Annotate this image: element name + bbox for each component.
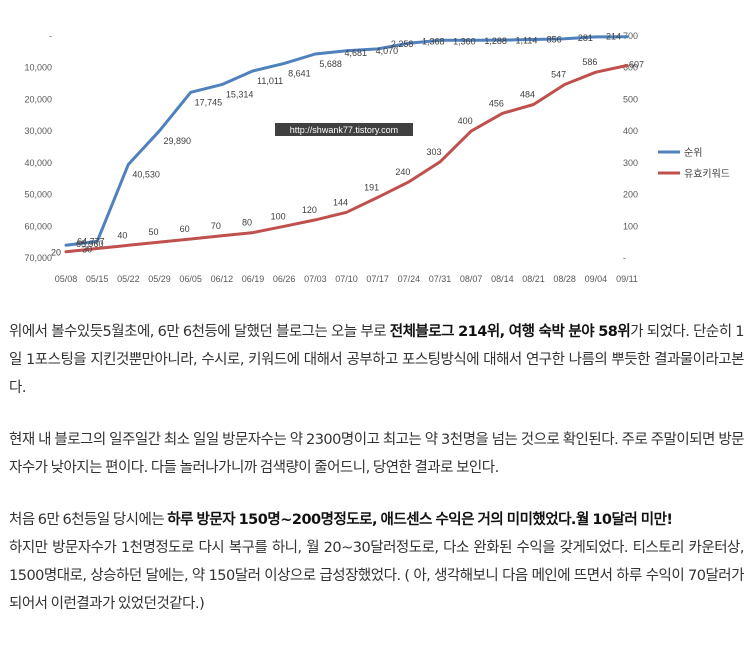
left-tick-label: 70,000	[24, 253, 52, 263]
data-label: 400	[458, 116, 473, 126]
series-line-keywords	[64, 64, 629, 254]
x-tick-label: 06/26	[273, 274, 296, 284]
highlight-rank: 전체블로그 214위, 여행 숙박 분야 58위	[389, 324, 631, 340]
x-tick-label: 08/28	[553, 274, 576, 284]
x-tick-label: 05/22	[117, 274, 140, 284]
data-label: 65,960	[76, 239, 104, 249]
right-tick-label: 100	[623, 221, 638, 231]
data-label: 120	[302, 205, 317, 215]
paragraph-later-revenue: 하지만 방문자수가 1천명정도로 다시 복구를 하니, 월 20~30달러정도로…	[9, 540, 745, 612]
article-body: 위에서 볼수있듯5월초에, 6만 6천등에 달했던 블로그는 오늘 부로 전체블…	[9, 318, 745, 618]
paragraph-rank-summary: 위에서 볼수있듯5월초에, 6만 6천등에 달했던 블로그는 오늘 부로 전체블…	[9, 318, 745, 402]
data-label: 29,890	[164, 136, 192, 146]
x-tick-label: 06/05	[179, 274, 202, 284]
data-label: 1,368	[422, 36, 445, 46]
highlight-revenue: 하루 방문자 150명~200명정도로, 애드센스 수익은 거의 미미했었다.월…	[167, 512, 673, 528]
data-label: 60	[180, 224, 190, 234]
paragraph-text: 처음 6만 6천등일 당시에는	[9, 512, 168, 528]
data-label: 1,114	[516, 36, 538, 46]
x-tick-label: 06/19	[242, 274, 265, 284]
data-label: 15,314	[226, 90, 254, 100]
x-tick-label: 08/07	[460, 274, 483, 284]
watermark-box	[275, 123, 413, 136]
data-label: 214	[606, 32, 621, 42]
x-tick-label: 07/10	[335, 274, 358, 284]
data-label: 70	[211, 221, 221, 231]
x-tick-label: 06/12	[211, 274, 234, 284]
x-tick-label: 07/03	[304, 274, 327, 284]
data-label: 484	[520, 90, 535, 100]
data-label: 303	[426, 147, 441, 157]
data-label: 80	[242, 218, 252, 228]
x-tick-label: 08/14	[491, 274, 514, 284]
left-tick-label: -	[49, 31, 52, 41]
paragraph-visitors: 현재 내 블로그의 일주일간 최소 일일 방문자수는 약 2300명이고 최고는…	[9, 432, 745, 476]
chart-svg: - 10,000 20,000 30,000 40,000 50,000 60,000 70,…	[24, 31, 730, 284]
left-tick-label: 60,000	[24, 221, 52, 231]
x-tick-label: 05/29	[148, 274, 171, 284]
left-tick-label: 10,000	[24, 63, 52, 73]
right-tick-label: -	[623, 253, 626, 263]
data-label: 20	[51, 248, 61, 258]
data-label: 1,360	[453, 36, 476, 46]
data-label: 50	[148, 227, 158, 237]
data-label: 547	[551, 70, 566, 80]
watermark: http://shwank77.tistory.com	[275, 123, 413, 136]
x-tick-label: 07/31	[429, 274, 452, 284]
x-tick-label: 09/04	[585, 274, 608, 284]
left-tick-label: 50,000	[24, 190, 52, 200]
data-label: 8,641	[288, 68, 311, 78]
data-label: 17,745	[195, 97, 223, 107]
right-tick-label: 500	[623, 94, 638, 104]
data-label: 2,258	[391, 39, 414, 49]
right-tick-label: 700	[623, 31, 638, 41]
data-label: 281	[578, 33, 593, 43]
x-tick-label: 05/15	[86, 274, 109, 284]
data-label: 144	[333, 197, 348, 207]
left-tick-label: 40,000	[24, 158, 52, 168]
x-tick-label: 05/08	[55, 274, 78, 284]
data-label: 4,681	[345, 48, 368, 58]
data-label: 100	[271, 211, 286, 221]
data-label: 11,011	[257, 76, 283, 86]
watermark-text: http://shwank77.tistory.com	[290, 125, 398, 135]
legend-label: 유효키워드	[684, 167, 730, 180]
data-label: 856	[547, 35, 562, 45]
x-tick-label: 07/24	[398, 274, 421, 284]
data-label: 607	[629, 59, 644, 69]
right-tick-label: 300	[623, 158, 638, 168]
left-tick-label: 30,000	[24, 126, 52, 136]
data-label: 64,777	[77, 236, 105, 246]
right-axis-ticks: 700 600 500 400 300 200 100 -	[623, 31, 638, 263]
x-tick-label: 07/17	[366, 274, 389, 284]
data-label: 586	[582, 57, 597, 67]
series-lines	[64, 35, 629, 254]
right-tick-label: 600	[623, 63, 638, 73]
paragraph-early-revenue: 처음 6만 6천등일 당시에는 하루 방문자 150명~200명정도로, 애드센…	[9, 506, 744, 534]
x-axis-ticks: 05/08 05/15 05/22 05/29 06/05 06/12 06/19 06/26…	[55, 274, 638, 284]
right-tick-label: 400	[623, 126, 638, 136]
x-tick-label: 08/21	[522, 274, 545, 284]
data-label: 40,530	[132, 170, 160, 180]
paragraph-text: 가 되었다. 단순히 1일 1포스팅을 지킨것뿐만아니라, 수시로, 키워드에 …	[9, 324, 745, 396]
data-label: 191	[364, 182, 379, 192]
legend-label: 순위	[684, 146, 702, 159]
right-tick-label: 200	[623, 190, 638, 200]
data-label: 30	[82, 244, 92, 254]
series-line-rank	[64, 35, 629, 247]
data-label: 456	[489, 98, 504, 108]
data-label: 4,070	[376, 46, 399, 56]
x-tick-label: 09/11	[616, 274, 638, 284]
left-tick-label: 20,000	[24, 94, 52, 104]
left-axis-ticks: - 10,000 20,000 30,000 40,000 50,000 60,000 70,…	[24, 31, 52, 263]
data-label: 5,688	[319, 59, 342, 69]
chart: - 10,000 20,000 30,000 40,000 50,000 60,000 70,…	[0, 0, 753, 300]
data-label: 40	[117, 230, 127, 240]
data-label: 240	[395, 167, 410, 177]
paragraph-text: 위에서 볼수있듯5월초에, 6만 6천등에 달했던 블로그는 오늘 부로	[9, 324, 390, 340]
data-label: 1,288	[484, 36, 507, 46]
